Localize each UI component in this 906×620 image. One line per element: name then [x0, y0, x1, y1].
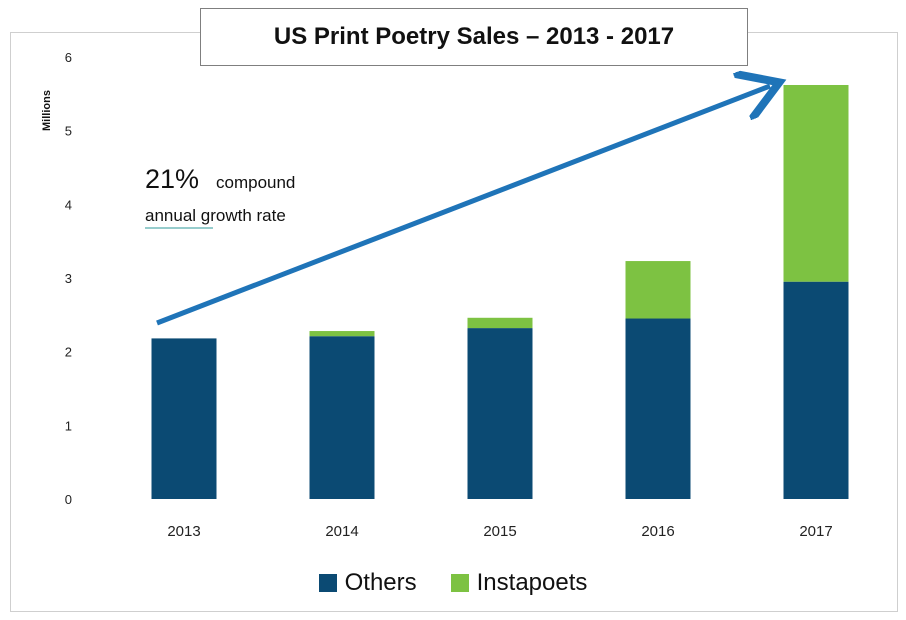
bar-others-2014	[309, 336, 375, 499]
y-tick-label: 4	[65, 197, 72, 212]
bar-others-2017	[783, 281, 849, 499]
legend-label-others: Others	[344, 569, 417, 596]
x-axis-ticks: 2013 2014 2015 2016 2017	[167, 523, 832, 540]
x-tick-label: 2017	[799, 523, 832, 540]
y-tick-label: 5	[65, 124, 72, 139]
y-axis-label: Millions	[41, 90, 53, 131]
legend-swatch-instapoets	[450, 574, 469, 592]
y-tick-label: 6	[65, 50, 72, 65]
x-tick-label: 2014	[325, 523, 358, 540]
y-tick-label: 3	[65, 271, 72, 286]
bar-others-2013	[151, 338, 217, 499]
x-tick-label: 2015	[483, 523, 516, 540]
x-tick-label: 2016	[641, 523, 674, 540]
x-tick-label: 2013	[167, 523, 200, 540]
bar-others-2016	[625, 318, 691, 499]
growth-rate-label-line1: compound	[216, 173, 295, 192]
y-tick-label: 1	[65, 418, 72, 433]
chart-title-box: US Print Poetry Sales – 2013 - 2017	[200, 8, 748, 66]
y-tick-label: 0	[65, 492, 72, 507]
legend-item-instapoets: Instapoets	[450, 569, 588, 597]
legend-item-others: Others	[318, 569, 417, 597]
growth-rate-value: 21%	[145, 164, 199, 194]
legend-swatch-others	[318, 574, 337, 592]
y-tick-label: 2	[65, 345, 72, 360]
bar-instapoets-2014	[309, 331, 375, 337]
bar-instapoets-2015	[467, 317, 533, 329]
growth-arrow	[156, 86, 770, 326]
bar-instapoets-2016	[625, 261, 691, 319]
bar-others-2015	[467, 328, 533, 499]
bar-instapoets-2017	[783, 84, 849, 282]
legend-label-instapoets: Instapoets	[476, 569, 588, 596]
y-axis-ticks: 0 1 2 3 4 5 6	[65, 50, 72, 507]
chart-title: US Print Poetry Sales – 2013 - 2017	[273, 23, 675, 50]
growth-rate-label-line2: annual growth rate	[145, 206, 286, 225]
legend: Others Instapoets	[0, 566, 906, 600]
bars	[151, 84, 849, 499]
